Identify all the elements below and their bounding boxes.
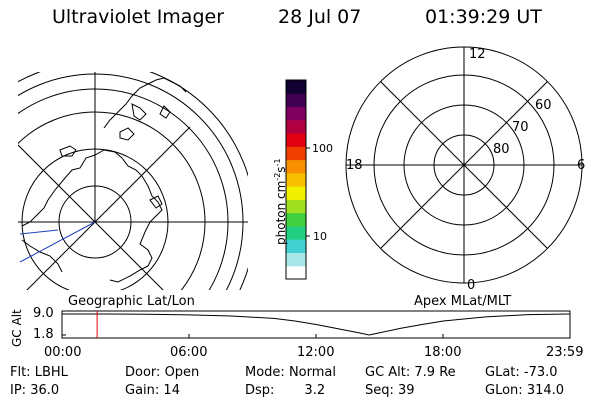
meridian-line	[94, 221, 164, 290]
glon-info: GLon: 314.0	[485, 383, 564, 398]
coastline	[21, 199, 49, 227]
apex-panel-label: Apex MLat/MLT	[414, 294, 512, 309]
colorbar-segment	[286, 146, 306, 161]
dsp-info: Dsp: 3.2	[245, 383, 325, 398]
glon-value: 314.0	[526, 383, 565, 398]
colorbar-segment	[286, 133, 306, 147]
meridian-line	[26, 221, 96, 290]
colorbar-tick-label-10: 10	[313, 230, 327, 243]
timeline-xtick-3: 18:00	[424, 345, 462, 360]
mlt-label-12: 12	[469, 47, 486, 62]
colorbar-segment	[286, 252, 306, 267]
colorbar-segment	[286, 80, 306, 94]
seq-info: Seq: 39	[365, 383, 415, 398]
meridian-line	[94, 126, 191, 223]
gcalt-value: 7.9 Re	[414, 365, 456, 380]
filter-label: Flt:	[10, 365, 31, 380]
seq-value: 39	[398, 383, 415, 398]
ip-info: IP: 36.0	[10, 383, 59, 398]
gcalt-label: GC Alt:	[365, 365, 411, 380]
mlat-label-60: 60	[535, 98, 552, 113]
timeline-ytick-top: 9.0	[33, 306, 54, 321]
timeline-xtick-2: 12:00	[297, 345, 335, 360]
timeline-ytick-bottom: 1.8	[33, 327, 54, 342]
gain-info: Gain: 14	[125, 383, 180, 398]
glon-label: GLon:	[485, 383, 523, 398]
dsp-value: 3.2	[304, 383, 326, 398]
mode-label: Mode:	[245, 365, 285, 380]
door-value: Open	[164, 365, 200, 380]
filter-value: LBHL	[34, 365, 68, 380]
colorbar-segment	[286, 239, 306, 253]
mlt-label-18: 18	[346, 158, 363, 173]
colorbar-segment	[286, 106, 306, 121]
filter-info: Flt: LBHL	[10, 365, 68, 380]
gain-label: Gain:	[125, 383, 160, 398]
satellite-track-offset	[19, 229, 59, 235]
dsp-label: Dsp:	[245, 383, 275, 398]
coastline	[21, 239, 63, 273]
time-label: 01:39:29 UT	[425, 6, 542, 28]
mlt-label-0: 0	[467, 278, 476, 293]
colorbar-segment	[286, 199, 306, 214]
door-label: Door:	[125, 365, 161, 380]
colorbar-segment	[286, 93, 306, 108]
timeline-xtick-0: 00:00	[44, 345, 82, 360]
satellite-track	[19, 221, 96, 263]
timeline-xtick-1: 06:00	[170, 345, 208, 360]
coastline	[119, 127, 135, 141]
gcalt-info: GC Alt: 7.9 Re	[365, 365, 456, 380]
mode-info: Mode: Normal	[245, 365, 336, 380]
door-info: Door: Open	[125, 365, 199, 380]
colorbar-segment	[286, 159, 306, 174]
colorbar-tick-label-100: 100	[312, 142, 333, 155]
date-label: 28 Jul 07	[278, 6, 362, 28]
timeline-xtick-4: 23:59	[546, 345, 584, 360]
geo-panel-label: Geographic Lat/Lon	[68, 294, 195, 309]
colorbar-segment	[286, 265, 306, 280]
mlt-line-diagonal	[380, 81, 548, 249]
coastline	[159, 105, 171, 119]
glat-label: GLat:	[485, 365, 520, 380]
glat-value: -73.0	[523, 365, 558, 380]
coastline	[59, 145, 77, 157]
mode-value: Normal	[288, 365, 336, 380]
ip-label: IP:	[10, 383, 27, 398]
timeline-ylabel: GC Alt	[10, 309, 24, 347]
coastline	[131, 103, 147, 121]
seq-label: Seq:	[365, 383, 394, 398]
colorbar-segment	[286, 212, 306, 227]
ip-value: 36.0	[30, 383, 60, 398]
colorbar-segment	[286, 186, 306, 200]
coastline	[103, 77, 187, 129]
mlat-label-70: 70	[512, 120, 529, 135]
colorbar-segment	[286, 225, 306, 240]
gain-value: 14	[163, 383, 180, 398]
coastline	[149, 195, 163, 209]
meridian-line	[18, 144, 96, 223]
colorbar-segment	[286, 119, 306, 134]
instrument-title: Ultraviolet Imager	[52, 6, 225, 28]
coastline	[47, 149, 163, 283]
glat-info: GLat: -73.0	[485, 365, 558, 380]
mlat-label-80: 80	[493, 142, 510, 157]
gc-alt-line	[62, 313, 571, 336]
mlt-label-6: 6	[577, 158, 586, 173]
colorbar-segment	[286, 172, 306, 187]
